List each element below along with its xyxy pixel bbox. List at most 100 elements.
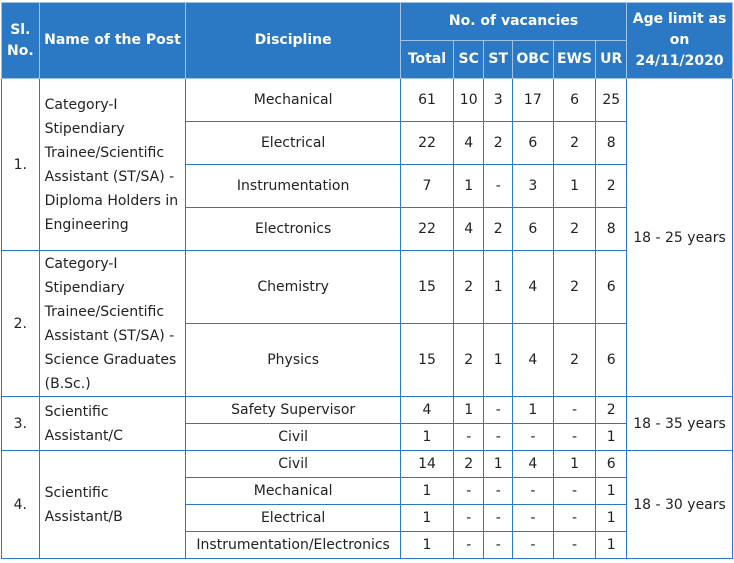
header-age-limit: Age limit as on 24/11/2020 xyxy=(626,2,733,79)
total-cell: 4 xyxy=(400,396,454,424)
ews-cell: - xyxy=(552,396,597,424)
header-discipline: Discipline xyxy=(185,2,402,79)
st-cell: - xyxy=(483,477,513,505)
st-cell: - xyxy=(483,423,513,451)
ur-cell: 8 xyxy=(595,207,628,251)
table-row: 3. Scientific Assistant/C Safety Supervi… xyxy=(1,396,733,451)
obc-cell: 6 xyxy=(511,207,554,251)
obc-cell: 6 xyxy=(511,121,554,165)
total-cell: 14 xyxy=(400,450,454,478)
header-ur: UR xyxy=(595,40,628,79)
discipline-cell: Physics xyxy=(185,323,402,397)
obc-cell: 4 xyxy=(511,323,554,397)
st-cell: 1 xyxy=(483,323,513,397)
obc-cell: - xyxy=(511,504,554,532)
st-cell: - xyxy=(483,396,513,424)
total-cell: 22 xyxy=(400,207,454,251)
ews-cell: 2 xyxy=(552,207,597,251)
sc-cell: - xyxy=(452,531,485,559)
sc-cell: 2 xyxy=(452,323,485,397)
ews-cell: - xyxy=(552,504,597,532)
ur-cell: 1 xyxy=(595,423,628,451)
discipline-cell: Electrical xyxy=(185,121,402,165)
discipline-cell: Electrical xyxy=(185,504,402,532)
table-row: 4. Scientific Assistant/B Civil 14 2 1 4… xyxy=(1,450,733,559)
table-row: Instrumentation 7 1 - 3 1 2 xyxy=(2,164,733,208)
discipline-cell: Mechanical xyxy=(185,78,402,122)
st-cell: 3 xyxy=(483,78,513,122)
ews-cell: - xyxy=(552,423,597,451)
total-cell: 15 xyxy=(400,250,454,324)
sc-cell: 2 xyxy=(452,250,485,324)
post-name: Category-I Stipendiary Trainee/Scientifi… xyxy=(38,78,187,251)
total-cell: 7 xyxy=(400,164,454,208)
ur-cell: 1 xyxy=(595,504,628,532)
total-cell: 1 xyxy=(400,531,454,559)
ews-cell: 6 xyxy=(552,78,597,122)
ur-cell: 2 xyxy=(595,396,628,424)
sc-cell: 2 xyxy=(452,450,485,478)
header-total: Total xyxy=(400,40,454,79)
st-cell: 1 xyxy=(483,450,513,478)
obc-cell: - xyxy=(511,477,554,505)
total-cell: 1 xyxy=(400,423,454,451)
ews-cell: 2 xyxy=(552,250,597,324)
ews-cell: 2 xyxy=(552,323,597,397)
obc-cell: - xyxy=(511,423,554,451)
discipline-cell: Civil xyxy=(185,423,402,451)
total-cell: 1 xyxy=(400,504,454,532)
sc-cell: 1 xyxy=(452,164,485,208)
header-vacancies: No. of vacancies xyxy=(400,2,628,41)
st-cell: - xyxy=(483,504,513,532)
ur-cell: 8 xyxy=(595,121,628,165)
sl-number: 3. xyxy=(1,396,40,451)
post-name: Scientific Assistant/B xyxy=(38,450,187,559)
header-sc: SC xyxy=(452,40,485,79)
table-row: 1. Category-I Stipendiary Trainee/Scient… xyxy=(1,78,733,397)
table-row: Electrical 22 4 2 6 2 8 xyxy=(2,121,733,165)
sl-number: 2. xyxy=(1,250,40,397)
st-cell: 2 xyxy=(483,207,513,251)
total-cell: 61 xyxy=(400,78,454,122)
sc-cell: 4 xyxy=(452,207,485,251)
ews-cell: - xyxy=(552,531,597,559)
discipline-cell: Instrumentation xyxy=(185,164,402,208)
total-cell: 15 xyxy=(400,323,454,397)
discipline-cell: Mechanical xyxy=(185,477,402,505)
ur-cell: 6 xyxy=(595,250,628,324)
age-limit-cell: 18 - 25 years xyxy=(626,78,733,397)
table-row: 2. Category-I Stipendiary Trainee/Scient… xyxy=(1,250,733,397)
ur-cell: 2 xyxy=(595,164,628,208)
ews-cell: 1 xyxy=(552,164,597,208)
obc-cell: 4 xyxy=(511,250,554,324)
ews-cell: 2 xyxy=(552,121,597,165)
sc-cell: - xyxy=(452,477,485,505)
header-sl-no: Sl. No. xyxy=(1,2,40,79)
sc-cell: - xyxy=(452,423,485,451)
header-post: Name of the Post xyxy=(38,2,187,79)
table-row: Physics 15 2 1 4 2 6 xyxy=(2,323,733,397)
age-limit-cell: 18 - 35 years xyxy=(626,396,733,451)
sl-number: 1. xyxy=(1,78,40,251)
post-name: Category-I Stipendiary Trainee/Scientifi… xyxy=(38,250,187,397)
discipline-cell: Chemistry xyxy=(185,250,402,324)
ur-cell: 6 xyxy=(595,450,628,478)
ur-cell: 25 xyxy=(595,78,628,122)
total-cell: 22 xyxy=(400,121,454,165)
ur-cell: 6 xyxy=(595,323,628,397)
table-row: Instrumentation/Electronics 1 - - - - 1 xyxy=(2,531,733,559)
st-cell: 1 xyxy=(483,250,513,324)
total-cell: 1 xyxy=(400,477,454,505)
header-ews: EWS xyxy=(552,40,597,79)
st-cell: - xyxy=(483,164,513,208)
obc-cell: 3 xyxy=(511,164,554,208)
ur-cell: 1 xyxy=(595,531,628,559)
header-st: ST xyxy=(483,40,513,79)
sc-cell: - xyxy=(452,504,485,532)
sc-cell: 10 xyxy=(452,78,485,122)
table-row: Mechanical 1 - - - - 1 xyxy=(2,477,733,505)
sc-cell: 4 xyxy=(452,121,485,165)
obc-cell: 17 xyxy=(511,78,554,122)
st-cell: - xyxy=(483,531,513,559)
discipline-cell: Electronics xyxy=(185,207,402,251)
